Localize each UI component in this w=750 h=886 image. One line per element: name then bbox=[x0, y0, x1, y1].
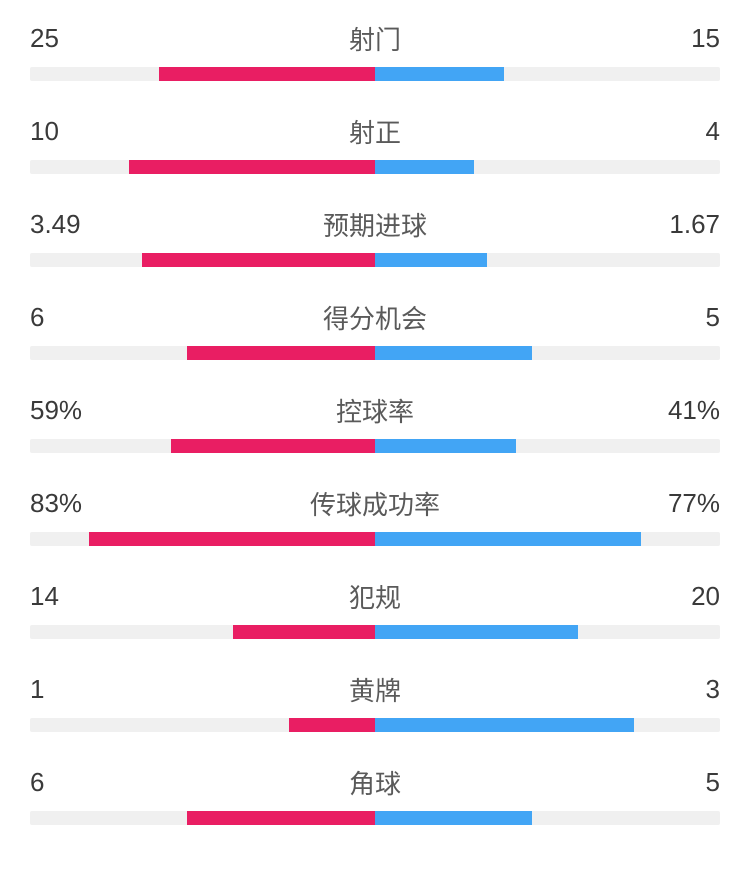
stat-value-right: 41% bbox=[640, 395, 720, 426]
stat-bar-right-fill bbox=[375, 160, 474, 174]
stat-bar-right-fill bbox=[375, 532, 641, 546]
stat-bar-track bbox=[30, 67, 720, 81]
stat-label: 预期进球 bbox=[110, 206, 640, 243]
stat-row: 6 角球 5 bbox=[30, 764, 720, 825]
stat-bar-right-half bbox=[375, 811, 720, 825]
stat-label: 犯规 bbox=[110, 578, 640, 615]
stat-label: 黄牌 bbox=[110, 671, 640, 708]
stat-label: 射正 bbox=[110, 113, 640, 150]
stat-value-right: 20 bbox=[640, 581, 720, 612]
stat-row: 10 射正 4 bbox=[30, 113, 720, 174]
stat-bar-right-half bbox=[375, 67, 720, 81]
stat-value-left: 6 bbox=[30, 767, 110, 798]
stat-bar-track bbox=[30, 253, 720, 267]
stat-bar-left-half bbox=[30, 532, 375, 546]
stat-label: 射门 bbox=[110, 20, 640, 57]
stat-row: 6 得分机会 5 bbox=[30, 299, 720, 360]
stat-bar-right-half bbox=[375, 718, 720, 732]
stat-bar-track bbox=[30, 718, 720, 732]
stat-value-right: 5 bbox=[640, 302, 720, 333]
stat-header: 10 射正 4 bbox=[30, 113, 720, 150]
stat-bar-left-fill bbox=[187, 811, 375, 825]
stat-label: 传球成功率 bbox=[110, 485, 640, 522]
stat-header: 83% 传球成功率 77% bbox=[30, 485, 720, 522]
stat-bar-left-fill bbox=[129, 160, 375, 174]
stat-value-right: 15 bbox=[640, 23, 720, 54]
stat-value-left: 1 bbox=[30, 674, 110, 705]
stat-value-left: 6 bbox=[30, 302, 110, 333]
stat-value-left: 83% bbox=[30, 488, 110, 519]
stat-bar-left-half bbox=[30, 718, 375, 732]
stat-header: 59% 控球率 41% bbox=[30, 392, 720, 429]
stat-bar-track bbox=[30, 811, 720, 825]
stat-header: 1 黄牌 3 bbox=[30, 671, 720, 708]
stat-value-left: 10 bbox=[30, 116, 110, 147]
stat-header: 6 角球 5 bbox=[30, 764, 720, 801]
stat-header: 6 得分机会 5 bbox=[30, 299, 720, 336]
stat-value-right: 4 bbox=[640, 116, 720, 147]
stat-bar-right-half bbox=[375, 532, 720, 546]
stat-bar-left-half bbox=[30, 625, 375, 639]
stat-value-right: 3 bbox=[640, 674, 720, 705]
stat-row: 83% 传球成功率 77% bbox=[30, 485, 720, 546]
match-stats-container: 25 射门 15 10 射正 4 3.49 bbox=[30, 20, 720, 825]
stat-bar-right-fill bbox=[375, 253, 487, 267]
stat-row: 25 射门 15 bbox=[30, 20, 720, 81]
stat-bar-right-half bbox=[375, 253, 720, 267]
stat-bar-right-half bbox=[375, 346, 720, 360]
stat-bar-left-fill bbox=[142, 253, 375, 267]
stat-bar-right-fill bbox=[375, 67, 504, 81]
stat-row: 14 犯规 20 bbox=[30, 578, 720, 639]
stat-value-left: 14 bbox=[30, 581, 110, 612]
stat-header: 3.49 预期进球 1.67 bbox=[30, 206, 720, 243]
stat-bar-track bbox=[30, 625, 720, 639]
stat-bar-left-half bbox=[30, 67, 375, 81]
stat-bar-left-fill bbox=[89, 532, 375, 546]
stat-value-left: 25 bbox=[30, 23, 110, 54]
stat-label: 得分机会 bbox=[110, 299, 640, 336]
stat-bar-left-half bbox=[30, 811, 375, 825]
stat-bar-left-half bbox=[30, 346, 375, 360]
stat-bar-left-fill bbox=[187, 346, 375, 360]
stat-bar-right-fill bbox=[375, 811, 532, 825]
stat-bar-left-fill bbox=[233, 625, 375, 639]
stat-bar-track bbox=[30, 346, 720, 360]
stat-bar-right-fill bbox=[375, 625, 578, 639]
stat-bar-right-half bbox=[375, 160, 720, 174]
stat-value-left: 59% bbox=[30, 395, 110, 426]
stat-bar-right-half bbox=[375, 439, 720, 453]
stat-header: 25 射门 15 bbox=[30, 20, 720, 57]
stat-bar-right-fill bbox=[375, 346, 532, 360]
stat-row: 1 黄牌 3 bbox=[30, 671, 720, 732]
stat-bar-left-fill bbox=[289, 718, 375, 732]
stat-bar-right-fill bbox=[375, 439, 516, 453]
stat-bar-track bbox=[30, 160, 720, 174]
stat-row: 3.49 预期进球 1.67 bbox=[30, 206, 720, 267]
stat-bar-left-half bbox=[30, 160, 375, 174]
stat-bar-left-fill bbox=[171, 439, 375, 453]
stat-bar-right-fill bbox=[375, 718, 634, 732]
stat-value-right: 1.67 bbox=[640, 209, 720, 240]
stat-header: 14 犯规 20 bbox=[30, 578, 720, 615]
stat-bar-left-fill bbox=[159, 67, 375, 81]
stat-label: 控球率 bbox=[110, 392, 640, 429]
stat-bar-track bbox=[30, 439, 720, 453]
stat-label: 角球 bbox=[110, 764, 640, 801]
stat-bar-left-half bbox=[30, 439, 375, 453]
stat-row: 59% 控球率 41% bbox=[30, 392, 720, 453]
stat-value-right: 5 bbox=[640, 767, 720, 798]
stat-bar-track bbox=[30, 532, 720, 546]
stat-value-right: 77% bbox=[640, 488, 720, 519]
stat-bar-left-half bbox=[30, 253, 375, 267]
stat-bar-right-half bbox=[375, 625, 720, 639]
stat-value-left: 3.49 bbox=[30, 209, 110, 240]
